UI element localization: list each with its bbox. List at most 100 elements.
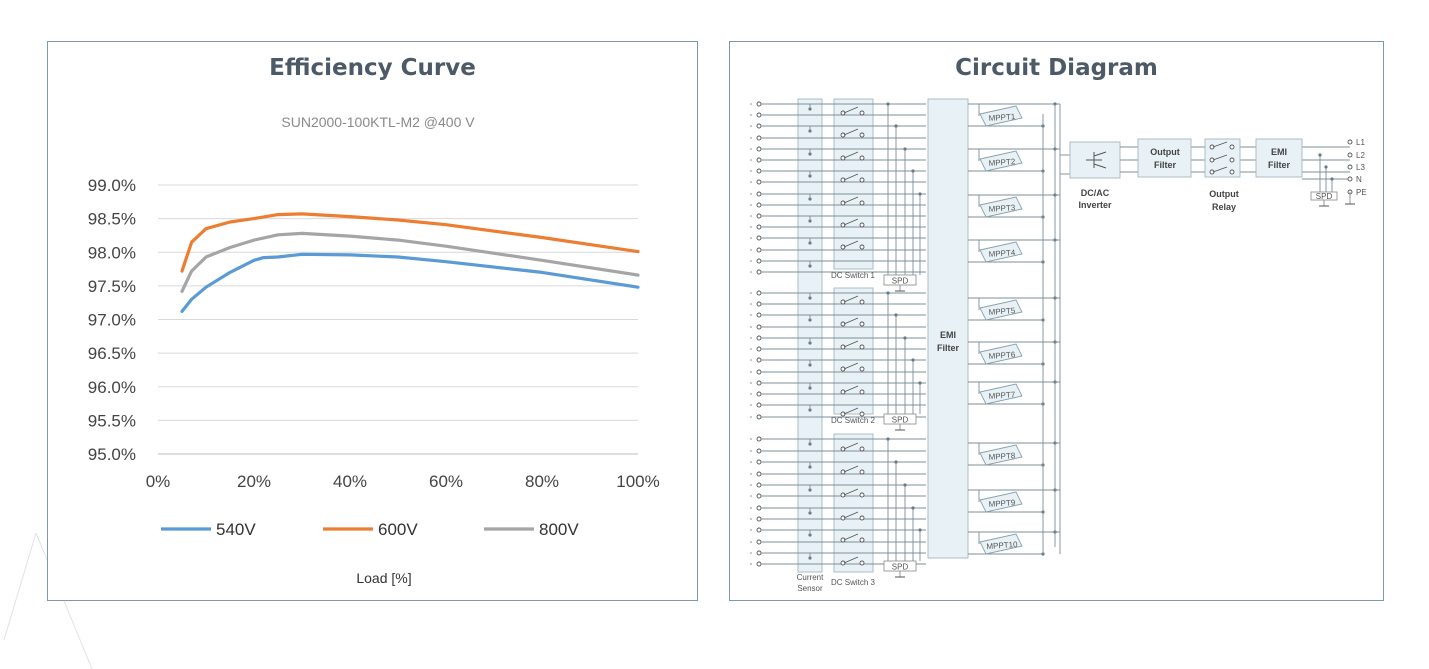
dc-switch-1-box (833, 98, 874, 270)
terminal (756, 516, 762, 522)
x-tick-label: 20% (237, 472, 271, 491)
terminal (859, 200, 865, 206)
input-mark (750, 303, 752, 305)
terminal (859, 446, 865, 452)
y-tick-label: 98.5% (88, 210, 136, 229)
terminal (859, 132, 865, 138)
ac-terminal-label: PE (1356, 188, 1367, 197)
current-sensor-label: Current (797, 573, 824, 582)
junction-dot (894, 124, 898, 128)
ac-terminal-label: L3 (1356, 163, 1365, 172)
inverter-label: DC/AC (1081, 188, 1110, 198)
terminal (859, 537, 865, 543)
input-mark (750, 404, 752, 406)
terminal (859, 366, 865, 372)
terminal (756, 168, 762, 174)
chart-subtitle: SUN2000-100KTL-M2 @400 V (281, 114, 475, 130)
y-tick-label: 96.0% (88, 378, 136, 397)
current-sensor-label: Sensor (797, 584, 823, 593)
emi-filter-left-box (927, 98, 969, 559)
terminal (859, 469, 865, 475)
terminal (756, 391, 762, 397)
mppt-box (979, 343, 1023, 365)
output-filter-label: Output (1150, 147, 1180, 157)
input-mark (750, 529, 752, 531)
switch-blade (843, 442, 859, 450)
terminal (756, 471, 762, 477)
junction-dot (903, 336, 907, 340)
input-mark (750, 484, 752, 486)
switch-blade (843, 151, 859, 159)
input-mark (750, 193, 752, 195)
ac-terminal-label: N (1356, 175, 1362, 184)
terminal (756, 346, 762, 352)
switch-blade (843, 317, 859, 325)
y-tick-label: 96.5% (88, 344, 136, 363)
spd-label: SPD (892, 277, 909, 286)
terminal (756, 561, 762, 567)
terminal (859, 299, 865, 305)
ac-spd-label: SPD (1316, 192, 1333, 201)
terminal (756, 482, 762, 488)
input-mark (750, 371, 752, 373)
terminal (756, 436, 762, 442)
terminal (859, 560, 865, 566)
input-mark (750, 103, 752, 105)
terminal (756, 179, 762, 185)
terminal (859, 177, 865, 183)
mppt-box (979, 491, 1023, 513)
terminal (859, 244, 865, 250)
input-mark (750, 137, 752, 139)
mppt-label: MPPT9 (988, 498, 1016, 509)
mppt-box (979, 196, 1023, 218)
input-mark (750, 552, 752, 554)
junction-dot (903, 483, 907, 487)
relay-contact (1212, 166, 1228, 173)
efficiency-chart: SUN2000-100KTL-M2 @400 V 95.0% 95.5% 96.0% 9… (88, 114, 660, 586)
ac-terminal-label: L2 (1356, 151, 1365, 160)
mppt-box (979, 533, 1023, 555)
input-mark (750, 563, 752, 565)
switch-blade (843, 295, 859, 303)
terminal (1347, 139, 1353, 145)
input-mark (750, 473, 752, 475)
mppt-label: MPPT1 (988, 112, 1016, 123)
switch-blade (843, 340, 859, 348)
y-tick-label: 97.0% (88, 311, 136, 330)
terminal (756, 269, 762, 275)
mppt-box (979, 383, 1023, 405)
junction-dot (886, 437, 890, 441)
junction-dot (911, 169, 915, 173)
series-line-540V (180, 252, 640, 313)
output-relay-label: Output (1209, 189, 1239, 199)
switch-blade (843, 196, 859, 204)
input-mark (750, 507, 752, 509)
mppt-box (979, 105, 1023, 127)
mppt-label: MPPT10 (986, 540, 1018, 551)
terminal (756, 493, 762, 499)
mppt-label: MPPT8 (988, 451, 1016, 462)
switch-blade (843, 465, 859, 473)
terminal (756, 335, 762, 341)
terminal (756, 357, 762, 363)
circuit-diagram-panel: Circuit Diagram SPD DC Switch 1 SPD DC Swit… (729, 41, 1384, 601)
input-mark (750, 337, 752, 339)
emi-filter-right-label: EMI (1271, 147, 1287, 157)
input-mark (750, 326, 752, 328)
input-mark (750, 114, 752, 116)
emi-filter-left-label: EMI (940, 330, 956, 340)
input-mark (750, 125, 752, 127)
input-mark (750, 148, 752, 150)
series-line-800V (180, 231, 640, 293)
terminal (756, 247, 762, 253)
spd-label: SPD (892, 416, 909, 425)
switch-blade (843, 488, 859, 496)
input-mark (750, 495, 752, 497)
emi-filter-left-label: Filter (937, 343, 960, 353)
terminal (756, 123, 762, 129)
terminal (1347, 176, 1353, 182)
terminal (756, 448, 762, 454)
input-mark (750, 237, 752, 239)
input-mark (750, 271, 752, 273)
efficiency-curve-title: Efficiency Curve (269, 55, 476, 81)
